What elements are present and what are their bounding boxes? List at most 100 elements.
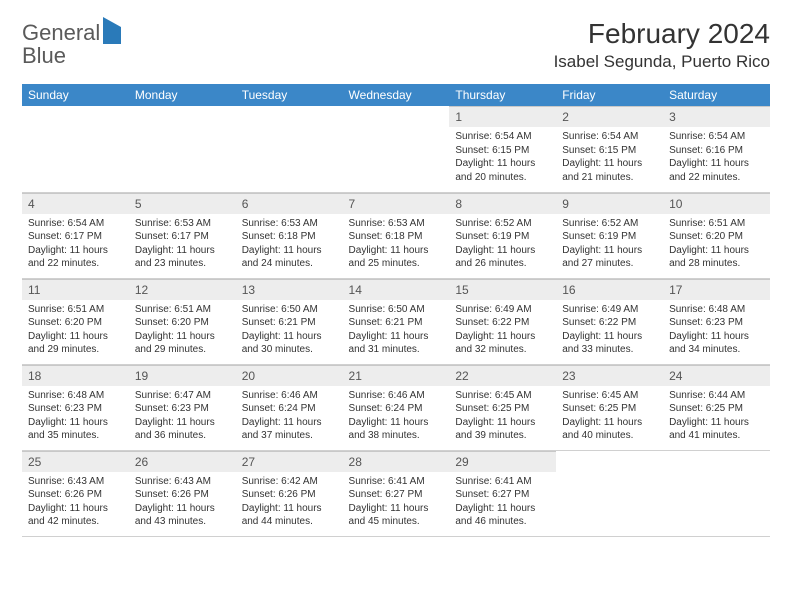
calendar-body: 1Sunrise: 6:54 AMSunset: 6:15 PMDaylight…: [22, 106, 770, 536]
day-content: Sunrise: 6:41 AMSunset: 6:27 PMDaylight:…: [343, 472, 450, 535]
day-content: Sunrise: 6:54 AMSunset: 6:15 PMDaylight:…: [449, 127, 556, 190]
day-content: Sunrise: 6:51 AMSunset: 6:20 PMDaylight:…: [663, 214, 770, 277]
day-content: Sunrise: 6:53 AMSunset: 6:17 PMDaylight:…: [129, 214, 236, 277]
day-content: Sunrise: 6:43 AMSunset: 6:26 PMDaylight:…: [129, 472, 236, 535]
calendar-cell: [663, 450, 770, 536]
weekday-header-row: Sunday Monday Tuesday Wednesday Thursday…: [22, 84, 770, 106]
calendar-row: 11Sunrise: 6:51 AMSunset: 6:20 PMDayligh…: [22, 278, 770, 364]
day-content: Sunrise: 6:52 AMSunset: 6:19 PMDaylight:…: [449, 214, 556, 277]
calendar-cell: 1Sunrise: 6:54 AMSunset: 6:15 PMDaylight…: [449, 106, 556, 192]
day-number: 8: [449, 193, 556, 214]
location: Isabel Segunda, Puerto Rico: [554, 52, 770, 72]
day-number: 12: [129, 279, 236, 300]
calendar-cell: [236, 106, 343, 192]
weekday-header: Monday: [129, 84, 236, 106]
calendar-cell: [556, 450, 663, 536]
day-number: 25: [22, 451, 129, 472]
calendar-row: 25Sunrise: 6:43 AMSunset: 6:26 PMDayligh…: [22, 450, 770, 536]
day-content: Sunrise: 6:44 AMSunset: 6:25 PMDaylight:…: [663, 386, 770, 449]
logo: General Blue: [22, 22, 121, 68]
weekday-header: Tuesday: [236, 84, 343, 106]
day-number: 26: [129, 451, 236, 472]
day-number: 16: [556, 279, 663, 300]
day-number: 19: [129, 365, 236, 386]
day-number: 22: [449, 365, 556, 386]
day-content: Sunrise: 6:46 AMSunset: 6:24 PMDaylight:…: [236, 386, 343, 449]
day-number: 10: [663, 193, 770, 214]
calendar-cell: 13Sunrise: 6:50 AMSunset: 6:21 PMDayligh…: [236, 278, 343, 364]
day-number: 21: [343, 365, 450, 386]
day-number: 9: [556, 193, 663, 214]
calendar-cell: 24Sunrise: 6:44 AMSunset: 6:25 PMDayligh…: [663, 364, 770, 450]
calendar-cell: 15Sunrise: 6:49 AMSunset: 6:22 PMDayligh…: [449, 278, 556, 364]
calendar-cell: 6Sunrise: 6:53 AMSunset: 6:18 PMDaylight…: [236, 192, 343, 278]
day-number: 11: [22, 279, 129, 300]
calendar-cell: 9Sunrise: 6:52 AMSunset: 6:19 PMDaylight…: [556, 192, 663, 278]
calendar-cell: [129, 106, 236, 192]
day-content: Sunrise: 6:51 AMSunset: 6:20 PMDaylight:…: [129, 300, 236, 363]
calendar-cell: 19Sunrise: 6:47 AMSunset: 6:23 PMDayligh…: [129, 364, 236, 450]
calendar-cell: 14Sunrise: 6:50 AMSunset: 6:21 PMDayligh…: [343, 278, 450, 364]
day-number: 15: [449, 279, 556, 300]
day-content: Sunrise: 6:50 AMSunset: 6:21 PMDaylight:…: [343, 300, 450, 363]
day-content: Sunrise: 6:50 AMSunset: 6:21 PMDaylight:…: [236, 300, 343, 363]
day-content: Sunrise: 6:43 AMSunset: 6:26 PMDaylight:…: [22, 472, 129, 535]
logo-triangle-icon: [103, 17, 121, 44]
title-block: February 2024 Isabel Segunda, Puerto Ric…: [554, 18, 770, 72]
day-content: Sunrise: 6:45 AMSunset: 6:25 PMDaylight:…: [449, 386, 556, 449]
calendar-table: Sunday Monday Tuesday Wednesday Thursday…: [22, 84, 770, 537]
day-number: 4: [22, 193, 129, 214]
logo-word2: Blue: [22, 43, 66, 68]
calendar-cell: 26Sunrise: 6:43 AMSunset: 6:26 PMDayligh…: [129, 450, 236, 536]
day-content: Sunrise: 6:52 AMSunset: 6:19 PMDaylight:…: [556, 214, 663, 277]
calendar-cell: 10Sunrise: 6:51 AMSunset: 6:20 PMDayligh…: [663, 192, 770, 278]
day-number: 27: [236, 451, 343, 472]
calendar-cell: 2Sunrise: 6:54 AMSunset: 6:15 PMDaylight…: [556, 106, 663, 192]
logo-text: General Blue: [22, 22, 121, 68]
calendar-cell: [343, 106, 450, 192]
calendar-cell: 18Sunrise: 6:48 AMSunset: 6:23 PMDayligh…: [22, 364, 129, 450]
calendar-cell: 7Sunrise: 6:53 AMSunset: 6:18 PMDaylight…: [343, 192, 450, 278]
day-number: 5: [129, 193, 236, 214]
calendar-cell: 4Sunrise: 6:54 AMSunset: 6:17 PMDaylight…: [22, 192, 129, 278]
day-content: Sunrise: 6:51 AMSunset: 6:20 PMDaylight:…: [22, 300, 129, 363]
day-number: 23: [556, 365, 663, 386]
calendar-cell: [22, 106, 129, 192]
calendar-row: 4Sunrise: 6:54 AMSunset: 6:17 PMDaylight…: [22, 192, 770, 278]
calendar-cell: 29Sunrise: 6:41 AMSunset: 6:27 PMDayligh…: [449, 450, 556, 536]
calendar-cell: 5Sunrise: 6:53 AMSunset: 6:17 PMDaylight…: [129, 192, 236, 278]
day-content: Sunrise: 6:49 AMSunset: 6:22 PMDaylight:…: [556, 300, 663, 363]
day-content: Sunrise: 6:49 AMSunset: 6:22 PMDaylight:…: [449, 300, 556, 363]
logo-word1: General: [22, 20, 100, 45]
calendar-cell: 20Sunrise: 6:46 AMSunset: 6:24 PMDayligh…: [236, 364, 343, 450]
day-content: Sunrise: 6:41 AMSunset: 6:27 PMDaylight:…: [449, 472, 556, 535]
day-content: Sunrise: 6:46 AMSunset: 6:24 PMDaylight:…: [343, 386, 450, 449]
day-content: Sunrise: 6:53 AMSunset: 6:18 PMDaylight:…: [343, 214, 450, 277]
calendar-cell: 25Sunrise: 6:43 AMSunset: 6:26 PMDayligh…: [22, 450, 129, 536]
calendar-cell: 27Sunrise: 6:42 AMSunset: 6:26 PMDayligh…: [236, 450, 343, 536]
day-number: 7: [343, 193, 450, 214]
day-number: 2: [556, 106, 663, 127]
calendar-cell: 17Sunrise: 6:48 AMSunset: 6:23 PMDayligh…: [663, 278, 770, 364]
day-number: 24: [663, 365, 770, 386]
header: General Blue February 2024 Isabel Segund…: [22, 18, 770, 72]
weekday-header: Friday: [556, 84, 663, 106]
day-number: 3: [663, 106, 770, 127]
day-number: 1: [449, 106, 556, 127]
calendar-cell: 16Sunrise: 6:49 AMSunset: 6:22 PMDayligh…: [556, 278, 663, 364]
month-title: February 2024: [554, 18, 770, 50]
day-content: Sunrise: 6:54 AMSunset: 6:15 PMDaylight:…: [556, 127, 663, 190]
calendar-cell: 8Sunrise: 6:52 AMSunset: 6:19 PMDaylight…: [449, 192, 556, 278]
day-content: Sunrise: 6:48 AMSunset: 6:23 PMDaylight:…: [663, 300, 770, 363]
calendar-cell: 22Sunrise: 6:45 AMSunset: 6:25 PMDayligh…: [449, 364, 556, 450]
weekday-header: Wednesday: [343, 84, 450, 106]
weekday-header: Sunday: [22, 84, 129, 106]
day-number: 6: [236, 193, 343, 214]
day-number: 20: [236, 365, 343, 386]
day-content: Sunrise: 6:53 AMSunset: 6:18 PMDaylight:…: [236, 214, 343, 277]
day-number: 13: [236, 279, 343, 300]
day-content: Sunrise: 6:45 AMSunset: 6:25 PMDaylight:…: [556, 386, 663, 449]
day-number: 14: [343, 279, 450, 300]
day-content: Sunrise: 6:42 AMSunset: 6:26 PMDaylight:…: [236, 472, 343, 535]
day-number: 28: [343, 451, 450, 472]
